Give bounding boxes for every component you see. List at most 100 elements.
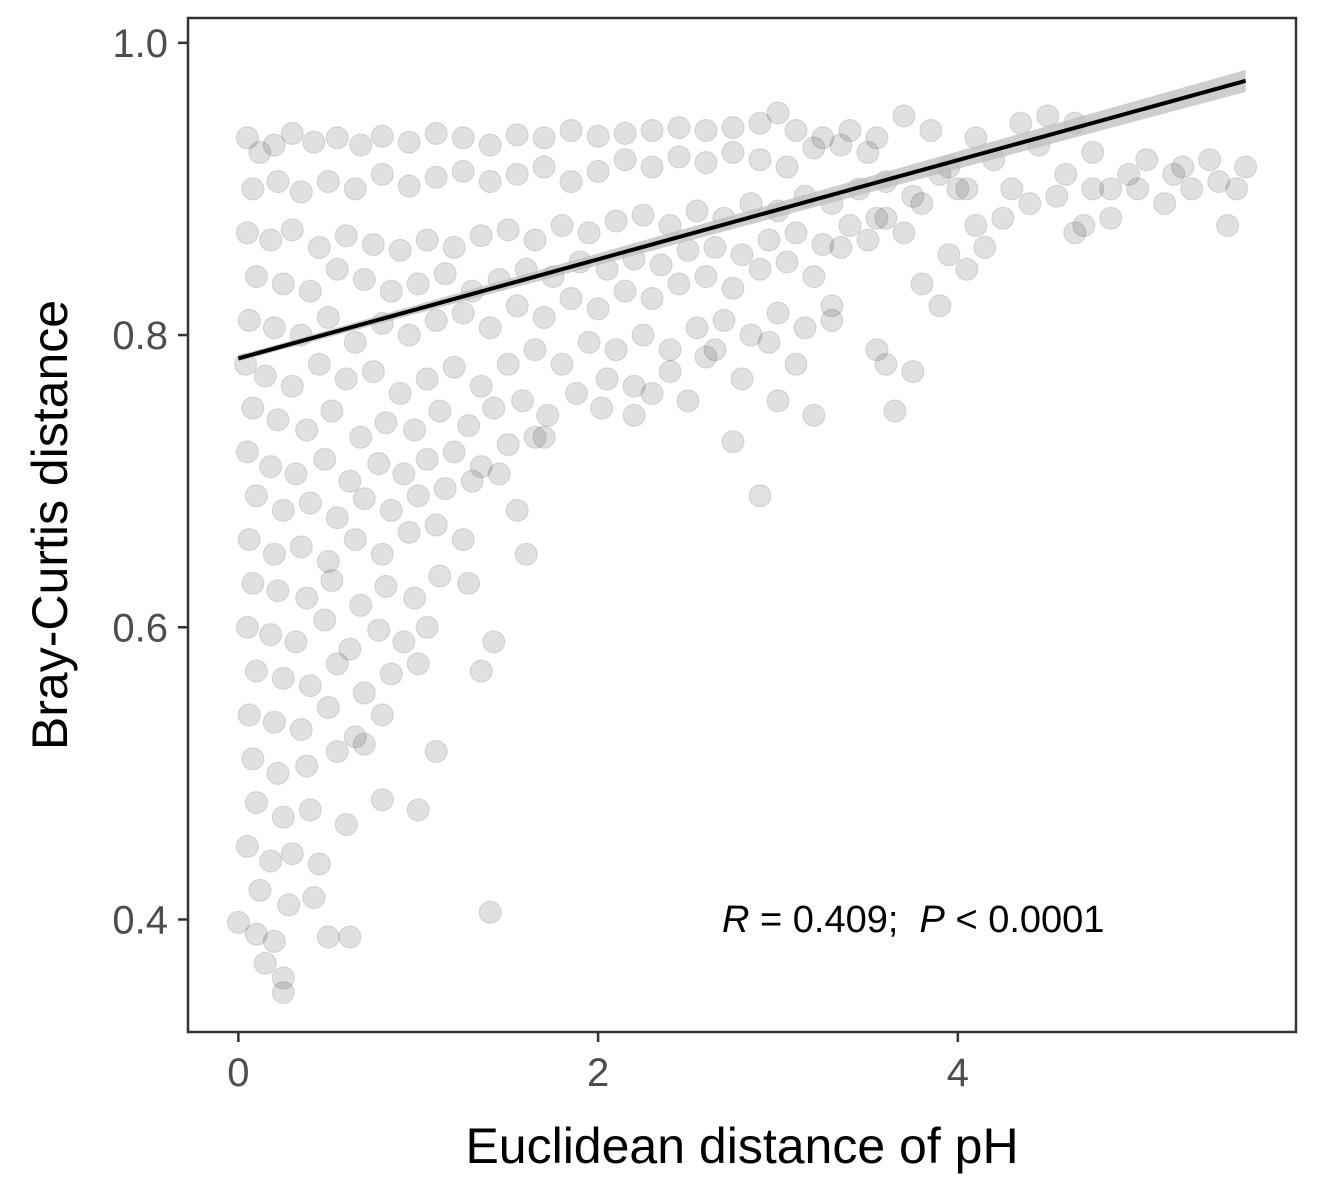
data-point xyxy=(631,323,655,347)
data-point xyxy=(343,527,367,552)
data-point xyxy=(457,571,481,596)
data-point xyxy=(1054,162,1078,186)
data-point xyxy=(289,535,313,559)
data-point xyxy=(424,165,448,189)
p-symbol: P xyxy=(920,899,946,941)
data-point xyxy=(622,403,646,427)
data-point xyxy=(1018,192,1042,216)
data-point xyxy=(631,203,655,227)
data-point xyxy=(1207,170,1231,194)
data-point xyxy=(604,209,628,233)
data-point xyxy=(392,630,416,654)
data-point xyxy=(307,352,331,376)
data-point xyxy=(289,180,313,204)
y-tick-label: 0.8 xyxy=(112,314,168,358)
data-point xyxy=(370,162,394,186)
data-point xyxy=(1009,111,1033,135)
r-symbol: R xyxy=(722,899,749,941)
data-point xyxy=(505,162,529,186)
data-point xyxy=(577,221,601,245)
data-point xyxy=(469,659,493,683)
data-point xyxy=(349,425,373,449)
data-point xyxy=(577,330,601,354)
data-point xyxy=(307,235,331,259)
data-point xyxy=(271,498,295,522)
data-point xyxy=(532,126,556,150)
data-point xyxy=(262,316,286,340)
data-point xyxy=(469,374,493,398)
data-point xyxy=(1099,206,1123,230)
data-point xyxy=(415,228,439,252)
data-point xyxy=(505,123,529,147)
data-point xyxy=(613,121,637,145)
data-point xyxy=(370,703,394,727)
data-point xyxy=(295,418,319,442)
data-point xyxy=(523,338,547,362)
data-point xyxy=(802,265,826,289)
data-point xyxy=(397,174,421,198)
data-point xyxy=(388,238,412,262)
data-point xyxy=(712,308,736,332)
data-point xyxy=(613,279,637,303)
data-point xyxy=(586,159,610,183)
data-point xyxy=(424,121,448,145)
data-point xyxy=(721,276,745,300)
data-point xyxy=(892,104,916,128)
data-point xyxy=(667,145,691,169)
data-point xyxy=(338,469,362,493)
data-point xyxy=(388,381,412,406)
data-point xyxy=(910,272,934,296)
data-point xyxy=(946,177,970,201)
data-point xyxy=(442,355,466,379)
data-point xyxy=(259,228,283,252)
data-point xyxy=(730,367,754,391)
data-point xyxy=(919,118,943,143)
data-point xyxy=(403,586,427,610)
data-point xyxy=(649,253,673,277)
data-point xyxy=(316,925,340,949)
data-point xyxy=(1126,177,1150,201)
x-tick-label: 2 xyxy=(587,1051,609,1095)
y-tick-label: 0.4 xyxy=(112,898,168,942)
data-point xyxy=(235,834,259,859)
data-point xyxy=(266,579,290,603)
data-point xyxy=(514,542,538,566)
data-point xyxy=(685,316,709,340)
data-point xyxy=(694,151,718,175)
data-point xyxy=(316,549,340,574)
data-point xyxy=(392,462,416,486)
data-point xyxy=(262,929,286,954)
data-point xyxy=(532,305,556,330)
data-point xyxy=(316,170,340,194)
data-point xyxy=(361,360,385,384)
data-point xyxy=(910,192,934,216)
data-point xyxy=(559,170,583,194)
data-point xyxy=(334,812,358,837)
data-point xyxy=(433,262,457,286)
data-point xyxy=(284,630,308,654)
data-point xyxy=(424,513,448,537)
data-point xyxy=(1045,184,1069,208)
data-point xyxy=(865,206,889,230)
data-point xyxy=(428,399,452,423)
data-point xyxy=(298,798,322,822)
data-point xyxy=(241,396,265,420)
data-point xyxy=(374,574,398,599)
data-point xyxy=(856,140,880,164)
data-point xyxy=(856,228,880,252)
data-point xyxy=(748,257,772,281)
data-point xyxy=(496,352,520,376)
data-point xyxy=(883,399,907,423)
data-point xyxy=(559,118,583,143)
data-point xyxy=(370,788,394,812)
data-point xyxy=(415,615,439,639)
data-point xyxy=(1135,148,1159,172)
data-point xyxy=(271,272,295,296)
data-point xyxy=(397,130,421,154)
data-point xyxy=(820,294,844,318)
data-point xyxy=(280,121,304,145)
data-point xyxy=(955,177,979,201)
data-point xyxy=(334,224,358,248)
data-point xyxy=(325,652,349,676)
data-point xyxy=(241,571,265,596)
